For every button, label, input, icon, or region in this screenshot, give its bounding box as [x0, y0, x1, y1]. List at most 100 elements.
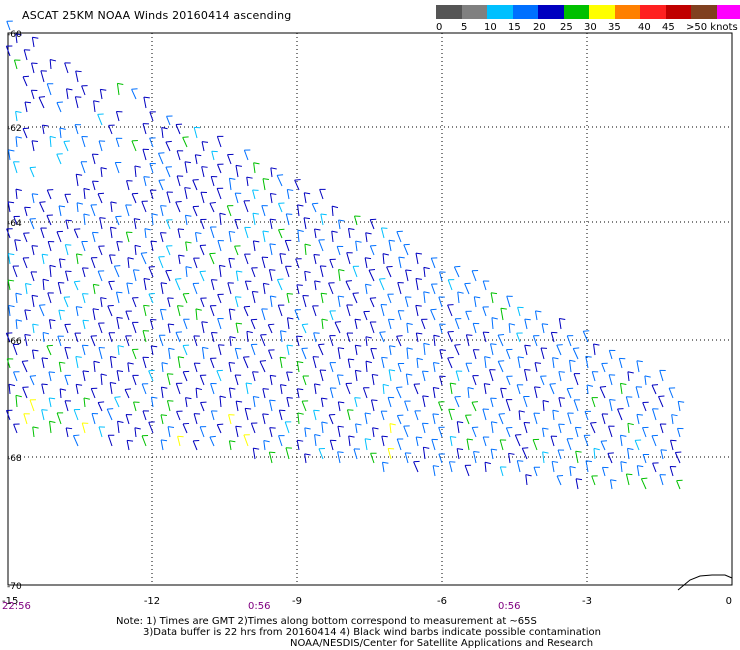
wind-barb-shaft	[297, 412, 300, 425]
wind-barb-shaft	[550, 332, 555, 343]
latitude-tick-label: -66	[7, 337, 22, 347]
wind-barb-shaft	[97, 402, 103, 412]
wind-barb-shaft	[12, 265, 18, 278]
wind-barb-flag	[627, 422, 634, 426]
wind-barb-shaft	[262, 413, 266, 425]
wind-barb-flag	[509, 323, 516, 326]
wind-barb-flag	[124, 388, 132, 390]
colorbar-segment	[665, 5, 691, 19]
wind-barb-shaft	[194, 232, 198, 243]
wind-barb-flag	[534, 386, 541, 389]
wind-barb-shaft	[525, 474, 528, 486]
wind-barb-flag	[100, 297, 107, 300]
wind-barb-shaft	[100, 167, 103, 178]
wind-barb-flag	[636, 360, 643, 363]
wind-barb-flag	[389, 423, 396, 426]
wind-barb-shaft	[64, 347, 69, 360]
wind-barb-flag	[575, 450, 582, 453]
wind-barb-shaft	[23, 49, 28, 61]
wind-barb-shaft	[201, 141, 205, 152]
wind-barb-shaft	[398, 256, 402, 269]
wind-barb-shaft	[177, 436, 181, 447]
wind-barb-flag	[15, 33, 22, 36]
wind-barb-flag	[371, 399, 378, 402]
wind-barb-flag	[24, 101, 32, 104]
wind-barb-shaft	[234, 296, 239, 308]
wind-barb-shaft	[319, 265, 324, 278]
wind-barb-shaft	[66, 88, 69, 100]
wind-barb-shaft	[395, 387, 402, 399]
wind-barb-flag	[338, 295, 345, 298]
wind-barb-flag	[416, 436, 423, 439]
wind-barb-shaft	[41, 409, 45, 421]
wind-barb-flag	[201, 166, 208, 168]
wind-barb-shaft	[235, 401, 239, 412]
wind-barb-flag	[626, 473, 633, 476]
wind-barb-shaft	[150, 397, 154, 408]
wind-barb-shaft	[48, 397, 52, 408]
wind-barb-shaft	[380, 411, 385, 421]
wind-barb-flag	[76, 253, 83, 256]
wind-barb-flag	[302, 323, 309, 326]
wind-barb-shaft	[368, 269, 375, 282]
wind-barb-shaft	[131, 140, 137, 152]
wind-barb-flag	[314, 383, 321, 386]
wind-barb-shaft	[158, 180, 164, 191]
wind-barb-flag	[228, 361, 235, 364]
wind-barb-shaft	[312, 356, 317, 369]
wind-barb-shaft	[109, 356, 113, 369]
wind-barb-shaft	[556, 475, 562, 486]
wind-barb-shaft	[321, 421, 324, 434]
wind-barb-shaft	[65, 427, 69, 438]
wind-barb-shaft	[109, 382, 113, 395]
wind-barb-flag	[58, 281, 65, 284]
wind-barb-shaft	[484, 462, 487, 473]
wind-barb-shaft	[572, 348, 579, 360]
wind-barb-shaft	[295, 336, 300, 347]
wind-barb-flag	[8, 304, 15, 308]
wind-barb-shaft	[466, 438, 470, 451]
wind-barb-flag	[141, 252, 148, 254]
wind-barb-shaft	[24, 101, 28, 113]
wind-barb-flag	[269, 427, 276, 429]
wind-barb-shaft	[397, 363, 402, 373]
wind-barb-shaft	[295, 258, 300, 269]
wind-barb-flag	[245, 407, 252, 410]
wind-barb-shaft	[438, 427, 443, 438]
wind-barb-flag	[287, 189, 294, 191]
wind-barb-shaft	[209, 436, 215, 447]
wind-barb-flag	[467, 387, 474, 390]
wind-barb-shaft	[143, 176, 147, 187]
wind-barb-shaft	[83, 188, 86, 200]
wind-barb-flag	[252, 291, 259, 293]
wind-barb-shaft	[195, 308, 198, 321]
wind-barb-flag	[585, 460, 593, 463]
wind-barb-flag	[313, 253, 320, 256]
wind-barb-shaft	[369, 321, 375, 334]
wind-barb-flag	[134, 427, 141, 430]
wind-barb-flag	[355, 369, 362, 372]
wind-barb-shaft	[6, 358, 11, 369]
wind-barb-shaft	[148, 266, 154, 278]
wind-barb-shaft	[195, 388, 198, 399]
wind-barb-shaft	[29, 376, 35, 386]
wind-barb-shaft	[438, 453, 443, 464]
wind-barb-shaft	[39, 202, 45, 213]
wind-barb-flag	[182, 136, 189, 138]
wind-barb-shaft	[354, 345, 358, 356]
wind-barb-flag	[600, 386, 607, 388]
wind-barb-shaft	[286, 317, 290, 330]
wind-barb-shaft	[131, 297, 137, 308]
wind-barb-flag	[58, 309, 65, 312]
wind-barb-shaft	[244, 227, 249, 239]
wind-barb-flag	[229, 177, 236, 180]
wind-barb-shaft	[98, 140, 103, 152]
wind-barb-flag	[365, 257, 372, 260]
wind-barb-shaft	[297, 230, 300, 243]
wind-barb-flag	[433, 465, 440, 468]
wind-barb-shaft	[127, 362, 130, 373]
latitude-tick-label: -68	[7, 454, 22, 464]
wind-barb-flag	[500, 307, 507, 310]
wind-barb-shaft	[116, 241, 120, 252]
wind-barb-shaft	[431, 439, 436, 451]
